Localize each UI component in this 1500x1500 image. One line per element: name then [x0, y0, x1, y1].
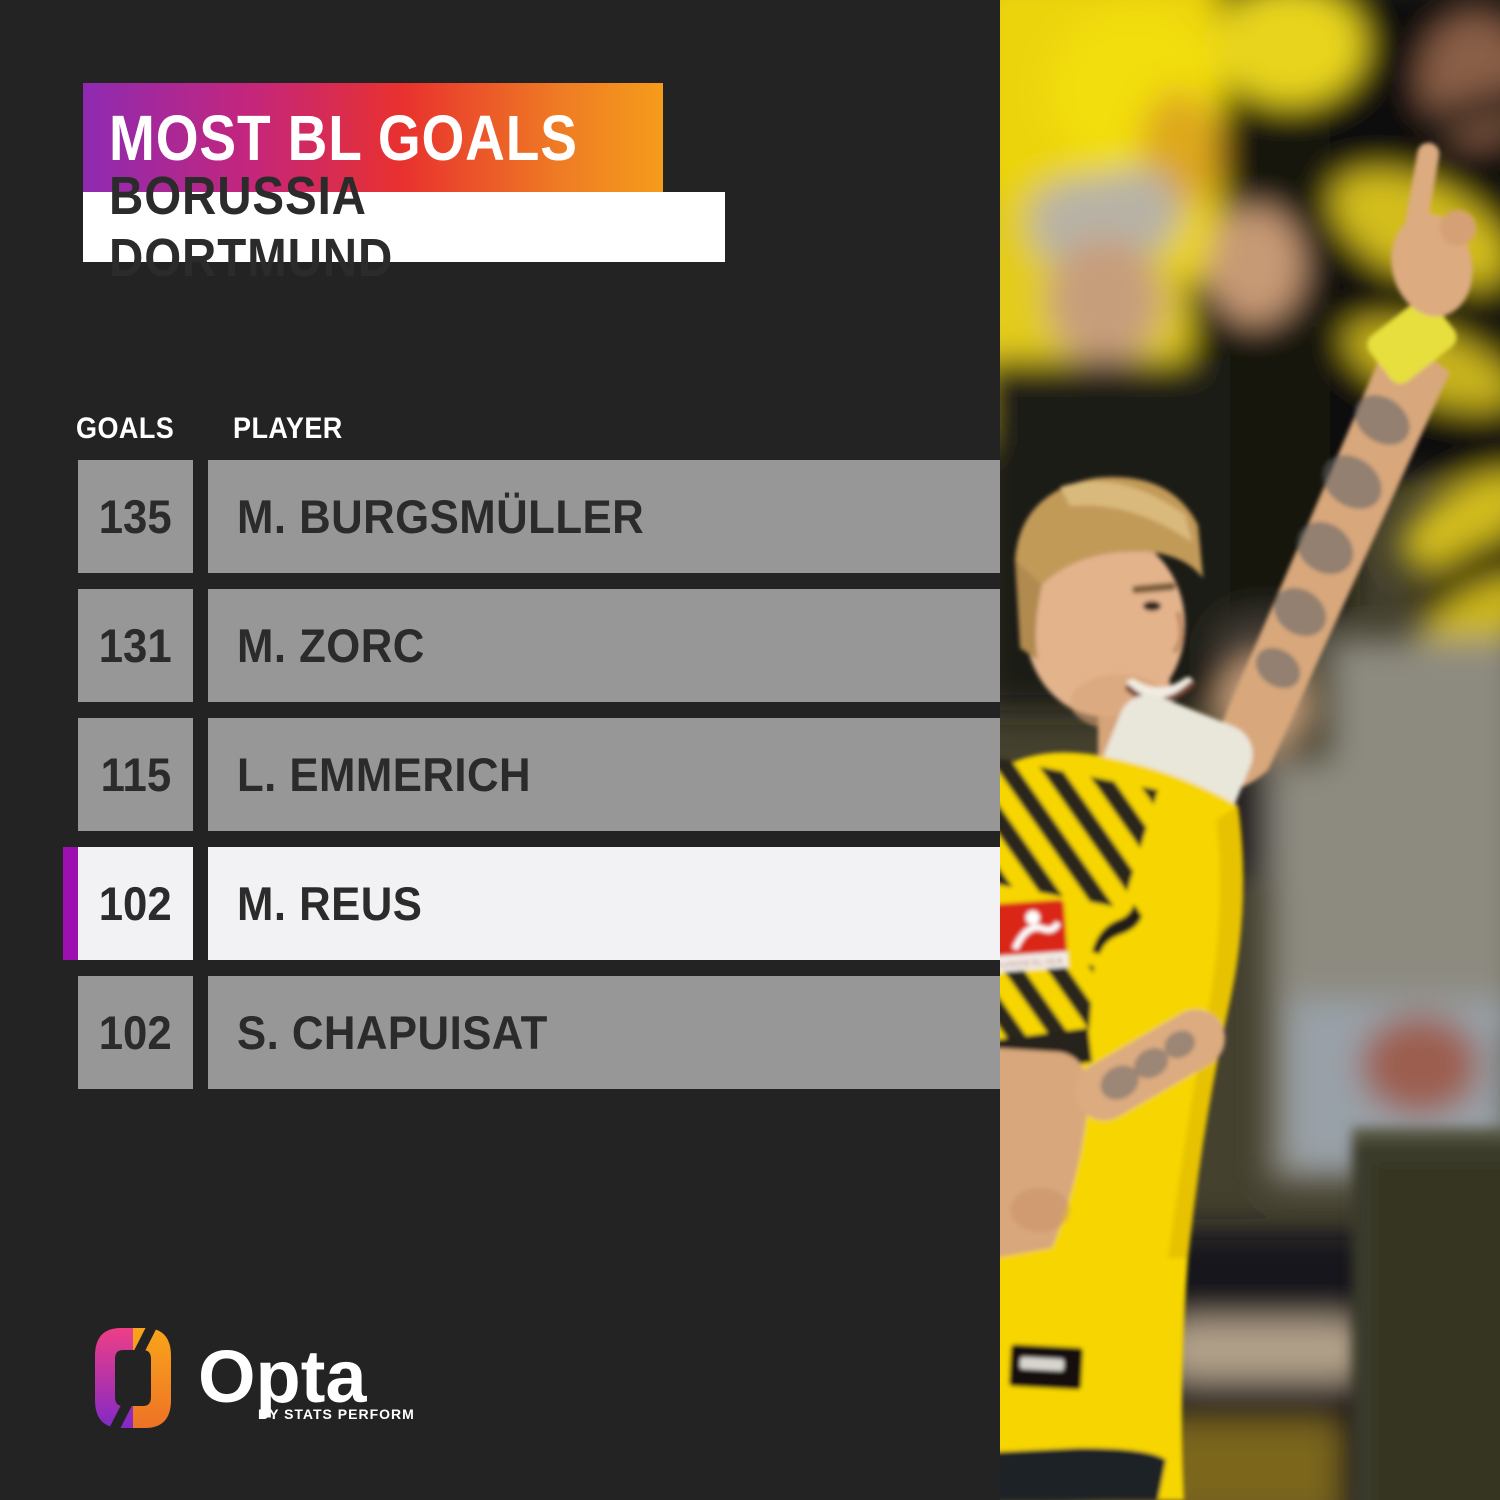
player-cell: M. REUS [208, 847, 1000, 960]
row-accent-bar [63, 847, 78, 960]
cell-gap [193, 460, 208, 573]
arm-tattoos [1255, 395, 1410, 689]
cell-gap [193, 589, 208, 702]
row-accent-bar [63, 460, 78, 573]
row-accent-bar [63, 976, 78, 1089]
goals-cell: 115 [78, 718, 193, 831]
player-figure: BUNDESLIGA [1000, 142, 1476, 1500]
table-row: 131 M. ZORC [63, 589, 1000, 702]
table-row: 102 S. CHAPUISAT [63, 976, 1000, 1089]
bundesliga-patch: BUNDESLIGA [1000, 899, 1069, 973]
title-banner: MOST BL GOALS [83, 83, 663, 192]
goals-cell: 131 [78, 589, 193, 702]
column-header-goals: GOALS [76, 412, 175, 445]
opta-tagline: BY STATS PERFORM [258, 1406, 415, 1422]
subtitle-banner: BORUSSIA DORTMUND [83, 166, 725, 288]
column-header-player: PLAYER [233, 412, 343, 445]
shorts [1000, 1448, 1166, 1500]
page-title: MOST BL GOALS [109, 101, 578, 174]
goals-cell: 102 [78, 847, 193, 960]
player-cell: M. ZORC [208, 589, 1000, 702]
table-row: 115 L. EMMERICH [63, 718, 1000, 831]
yellow-wristband [1367, 298, 1457, 384]
goals-cell: 102 [78, 976, 193, 1089]
cell-gap [193, 718, 208, 831]
opta-branding: Opta BY STATS PERFORM [93, 1326, 513, 1446]
opta-logo-icon [95, 1326, 171, 1430]
cell-gap [193, 976, 208, 1089]
table-row-highlighted: 102 M. REUS [63, 847, 1000, 960]
forearm-across-chest [1075, 1009, 1225, 1121]
opta-wordmark: Opta [198, 1335, 367, 1418]
team-name: BORUSSIA DORTMUND [109, 166, 394, 288]
pointing-hand [1391, 142, 1476, 317]
row-accent-bar [63, 718, 78, 831]
player-cell: M. BURGSMÜLLER [208, 460, 1000, 573]
stats-table: 135 M. BURGSMÜLLER 131 M. ZORC 115 L. EM… [63, 460, 1000, 1105]
player-cell: L. EMMERICH [208, 718, 1000, 831]
row-accent-bar [63, 589, 78, 702]
blurred-foreground-panel [1352, 1128, 1500, 1500]
table-row: 135 M. BURGSMÜLLER [63, 460, 1000, 573]
cell-gap [193, 847, 208, 960]
player-cell: S. CHAPUISAT [208, 976, 1000, 1089]
goals-cell: 135 [78, 460, 193, 573]
player-head [1015, 476, 1203, 792]
player-photo: BUNDESLIGA [1000, 0, 1500, 1500]
puma-logo [1092, 904, 1142, 954]
blurred-crowd-background [1000, 0, 1500, 1500]
